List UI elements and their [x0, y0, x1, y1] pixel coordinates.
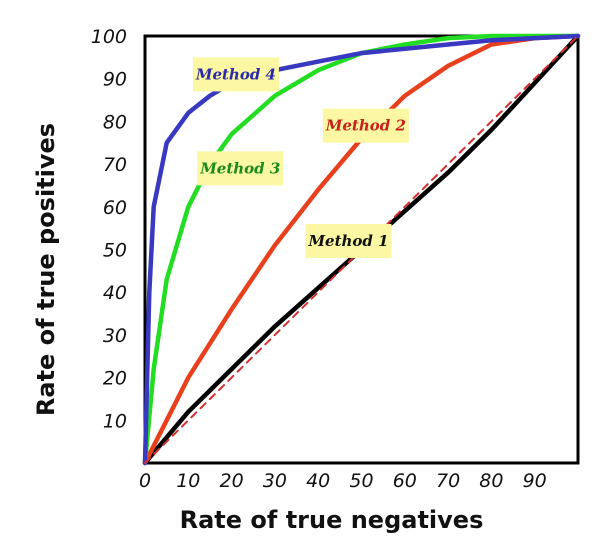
x-tick-label: 40: [306, 470, 330, 492]
series-line-method-2: [142, 33, 581, 466]
x-tick-label: 80: [479, 470, 503, 492]
series-label-box: [305, 223, 392, 258]
series-label: Method 4: [195, 65, 276, 83]
x-tick-label: 70: [436, 470, 460, 492]
plot-area: 0 10 20 30 40 50 60 70 80 90 10 20 30 40 50 60 70 80 90 100…: [32, 26, 581, 534]
series-label: Method 3: [199, 159, 280, 177]
y-tick-label: 40: [103, 282, 127, 304]
x-tick-label: 10: [176, 470, 200, 492]
y-axis-title: Rate of true positives: [32, 123, 60, 416]
series-label-box: [197, 151, 284, 186]
x-tick-label: 60: [393, 470, 417, 492]
y-tick-label: 70: [103, 154, 127, 176]
plot-frame: [143, 34, 580, 465]
series-label-box: [192, 57, 279, 92]
series-label: Method 1: [307, 232, 388, 250]
series-line-method-3: [142, 33, 581, 466]
x-axis-title: Rate of true negatives: [180, 506, 484, 534]
x-tick-label: 0: [139, 470, 151, 492]
y-tick-label: 20: [103, 368, 127, 390]
series-label-box: [322, 108, 409, 143]
x-tick-label: 50: [349, 470, 373, 492]
y-tick-label: 100: [91, 26, 127, 48]
y-tick-label: 80: [103, 111, 127, 133]
x-tick-label: 20: [220, 470, 244, 492]
y-tick-label: 90: [103, 69, 127, 91]
series-label: Method 2: [325, 117, 406, 135]
x-tick-label: 30: [263, 470, 287, 492]
y-tick-label: 60: [103, 197, 127, 219]
x-tick-label: 90: [523, 470, 547, 492]
y-tick-label: 50: [103, 240, 127, 262]
y-tick-label: 30: [103, 325, 127, 347]
y-tick-label: 10: [103, 410, 127, 432]
